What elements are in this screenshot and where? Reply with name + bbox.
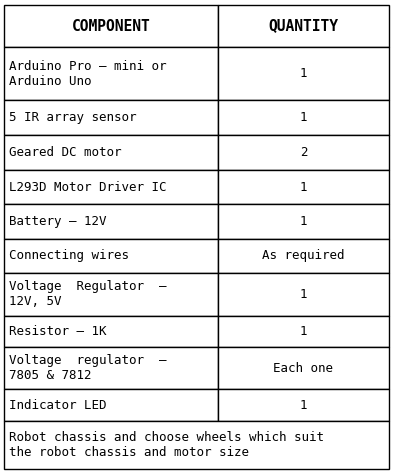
Text: Indicator LED: Indicator LED — [9, 399, 106, 411]
Bar — [218, 239, 389, 273]
Bar — [4, 204, 218, 239]
Bar — [4, 170, 218, 204]
Text: Each one: Each one — [274, 362, 333, 375]
Text: Geared DC motor: Geared DC motor — [9, 146, 121, 159]
Bar — [218, 390, 389, 421]
Text: 1: 1 — [299, 181, 307, 194]
Bar — [218, 316, 389, 347]
Bar — [218, 5, 389, 47]
Text: Connecting wires: Connecting wires — [9, 249, 129, 263]
Text: Battery – 12V: Battery – 12V — [9, 215, 106, 228]
Text: 1: 1 — [299, 67, 307, 81]
Text: 1: 1 — [299, 325, 307, 338]
Text: QUANTITY: QUANTITY — [268, 18, 338, 34]
Text: As required: As required — [262, 249, 345, 263]
Bar — [218, 100, 389, 135]
Bar — [4, 5, 218, 47]
Bar — [4, 421, 389, 469]
Bar — [4, 135, 218, 170]
Text: 1: 1 — [299, 215, 307, 228]
Text: Voltage  regulator  –
7805 & 7812: Voltage regulator – 7805 & 7812 — [9, 354, 166, 382]
Bar — [4, 100, 218, 135]
Bar — [4, 390, 218, 421]
Bar — [4, 273, 218, 316]
Bar — [218, 135, 389, 170]
Bar — [4, 47, 218, 100]
Bar — [218, 273, 389, 316]
Text: COMPONENT: COMPONENT — [72, 18, 150, 34]
Text: Arduino Pro – mini or
Arduino Uno: Arduino Pro – mini or Arduino Uno — [9, 60, 166, 88]
Bar — [4, 316, 218, 347]
Text: L293D Motor Driver IC: L293D Motor Driver IC — [9, 181, 166, 194]
Text: Robot chassis and choose wheels which suit
the robot chassis and motor size: Robot chassis and choose wheels which su… — [9, 431, 324, 459]
Text: Resistor – 1K: Resistor – 1K — [9, 325, 106, 338]
Text: Voltage  Regulator  –
12V, 5V: Voltage Regulator – 12V, 5V — [9, 280, 166, 308]
Text: 5 IR array sensor: 5 IR array sensor — [9, 111, 136, 124]
Bar — [218, 347, 389, 390]
Bar — [4, 239, 218, 273]
Text: 1: 1 — [299, 111, 307, 124]
Text: 1: 1 — [299, 399, 307, 411]
Bar — [218, 204, 389, 239]
Text: 2: 2 — [299, 146, 307, 159]
Bar — [218, 170, 389, 204]
Bar — [4, 347, 218, 390]
Text: 1: 1 — [299, 288, 307, 301]
Bar — [218, 47, 389, 100]
